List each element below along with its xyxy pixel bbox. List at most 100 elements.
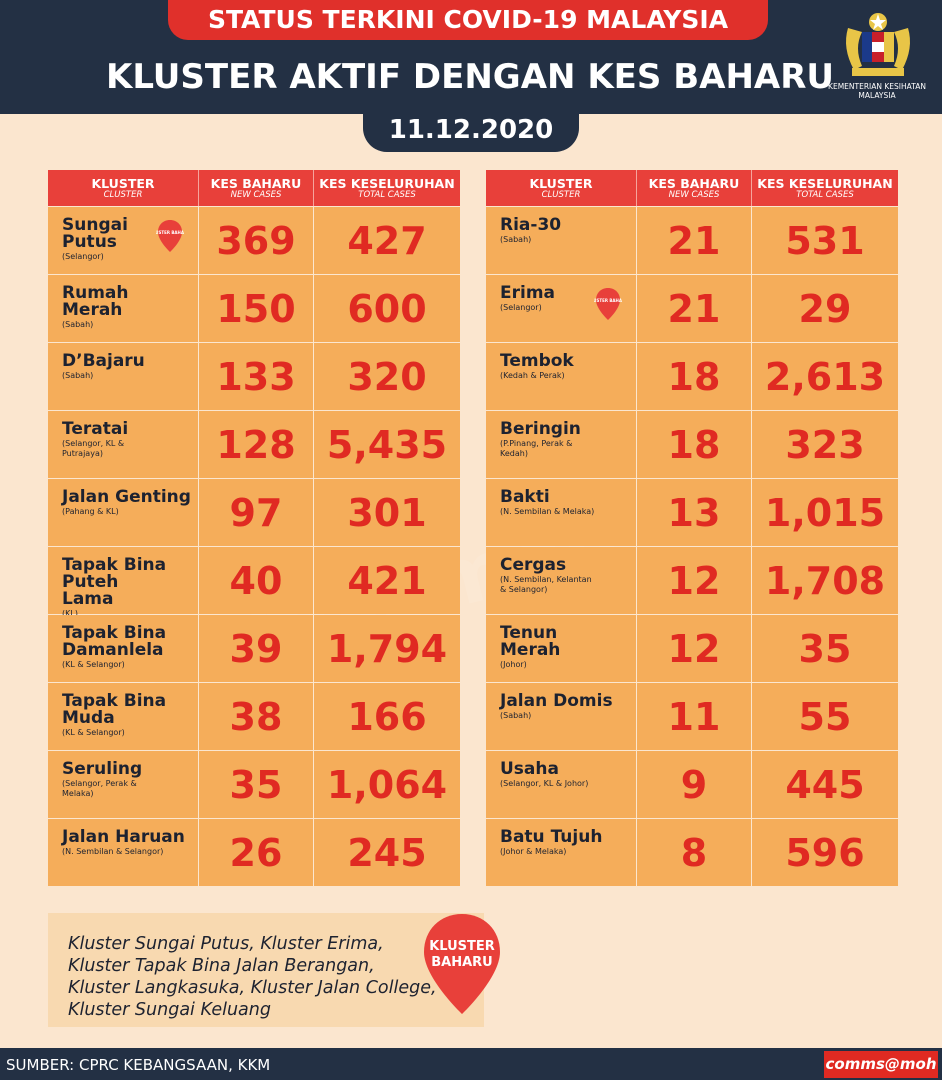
table-row: Beringin (P.Pinang, Perak & Kedah) 18 323 — [486, 411, 898, 478]
table-header: KLUSTER CLUSTER KES BAHARU NEW CASES KES… — [486, 170, 898, 206]
note-line: Kluster Tapak Bina Jalan Berangan, — [68, 956, 375, 976]
cluster-name: Beringin — [500, 419, 581, 439]
total-cases-cell: 35 — [752, 615, 898, 682]
new-cases-cell: 97 — [199, 479, 314, 546]
new-cases-value: 21 — [667, 218, 721, 263]
new-cases-value: 35 — [229, 762, 283, 807]
header-cluster: KLUSTER CLUSTER — [48, 170, 199, 206]
new-cases-cell: 21 — [637, 275, 752, 342]
total-cases-cell: 600 — [314, 275, 460, 342]
table-row: Tenun Merah (Johor) 12 35 — [486, 615, 898, 682]
total-cases-cell: 445 — [752, 751, 898, 818]
cluster-name: Tembok — [500, 351, 574, 371]
date-label: 11.12.2020 — [363, 110, 579, 152]
new-cases-cell: 11 — [637, 683, 752, 750]
table-row: Tapak Bina Puteh Lama (KL) 40 421 — [48, 547, 460, 618]
brand-badge: comms@moh — [824, 1051, 938, 1078]
new-cases-value: 128 — [216, 422, 296, 467]
total-cases-value: 1,015 — [764, 490, 886, 535]
new-cases-cell: 35 — [199, 751, 314, 818]
new-cases-cell: 38 — [199, 683, 314, 750]
cluster-cell: Rumah Merah (Sabah) — [48, 275, 199, 342]
new-cases-cell: 26 — [199, 819, 314, 886]
total-cases-value: 421 — [347, 558, 427, 603]
cluster-name: Erima — [500, 283, 556, 303]
footer-bar — [0, 1048, 942, 1080]
cluster-name: D’Bajaru — [62, 351, 145, 371]
cluster-cell: Tapak Bina Muda (KL & Selangor) — [48, 683, 199, 750]
table-row: Jalan Haruan (N. Sembilan & Selangor) 26 24… — [48, 819, 460, 886]
table-row: Teratai (Selangor, KL & Putrajaya) 128 5,43… — [48, 411, 460, 478]
cluster-name: Teratai — [62, 419, 129, 439]
cluster-name: Seruling — [62, 759, 143, 779]
new-cases-cell: 133 — [199, 343, 314, 410]
total-cases-value: 596 — [785, 830, 865, 875]
total-cases-value: 531 — [785, 218, 865, 263]
total-cases-value: 1,708 — [764, 558, 886, 603]
new-cases-cell: 18 — [637, 343, 752, 410]
cluster-cell: Sungai Putus(Selangor) KLUSTER BAHARU — [48, 207, 199, 274]
new-cases-cell: 150 — [199, 275, 314, 342]
table-row: Tembok (Kedah & Perak) 18 2,613 — [486, 343, 898, 410]
total-cases-cell: 5,435 — [314, 411, 460, 478]
new-cases-value: 150 — [216, 286, 296, 331]
cluster-name: Tapak Bina Muda — [62, 691, 167, 728]
cluster-cell: Jalan Genting (Pahang & KL) — [48, 479, 199, 546]
total-cases-cell: 29 — [752, 275, 898, 342]
total-cases-value: 445 — [785, 762, 865, 807]
new-cases-value: 21 — [667, 286, 721, 331]
new-cases-value: 133 — [216, 354, 296, 399]
cluster-name: Jalan Haruan — [62, 827, 185, 847]
cluster-cell: Tapak Bina Puteh Lama (KL) — [48, 547, 199, 618]
total-cases-value: 600 — [347, 286, 427, 331]
new-cases-value: 9 — [680, 762, 708, 807]
cluster-cell: Cergas (N. Sembilan, Kelantan & Selangor) — [486, 547, 637, 614]
cluster-cell: Bakti (N. Sembilan & Melaka) — [486, 479, 637, 546]
page-title: KLUSTER AKTIF DENGAN KES BAHARU — [106, 57, 834, 97]
pin-label: KLUSTER BAHARU — [156, 230, 184, 235]
header-new-cases: KES BAHARU NEW CASES — [637, 170, 752, 206]
new-cases-value: 97 — [229, 490, 283, 535]
cluster-name: Tapak Bina Puteh Lama — [62, 555, 167, 609]
total-cases-cell: 2,613 — [752, 343, 898, 410]
total-cases-cell: 166 — [314, 683, 460, 750]
table-row: Usaha (Selangor, KL & Johor) 9 445 — [486, 751, 898, 818]
table-row: Bakti (N. Sembilan & Melaka) 13 1,015 — [486, 479, 898, 546]
cluster-state: (N. Sembilan & Selangor) — [62, 847, 164, 856]
new-cluster-note: Kluster Sungai Putus, Kluster Erima, Klu… — [68, 933, 468, 1021]
cluster-state: (Selangor, KL & Johor) — [500, 779, 589, 788]
ministry-name: KEMENTERIAN KESIHATAN MALAYSIA — [828, 82, 926, 100]
cluster-cell: D’Bajaru (Sabah) — [48, 343, 199, 410]
new-cases-value: 12 — [667, 626, 721, 671]
cluster-cell: Batu Tujuh (Johor & Melaka) — [486, 819, 637, 886]
cluster-state: (Sabah) — [62, 320, 94, 329]
cluster-cell: Tembok (Kedah & Perak) — [486, 343, 637, 410]
total-cases-value: 323 — [785, 422, 865, 467]
table-row: Jalan Genting (Pahang & KL) 97 301 — [48, 479, 460, 546]
coat-of-arms-icon — [846, 13, 910, 76]
cluster-state: (Sabah) — [500, 711, 532, 720]
note-line: Kluster Sungai Keluang — [68, 1000, 271, 1020]
total-cases-cell: 421 — [314, 547, 460, 614]
table-row: Jalan Domis (Sabah) 11 55 — [486, 683, 898, 750]
total-cases-cell: 301 — [314, 479, 460, 546]
new-cases-value: 40 — [229, 558, 283, 603]
left-cluster-table: KLUSTER CLUSTER KES BAHARU NEW CASES KES… — [48, 170, 460, 886]
total-cases-cell: 1,064 — [314, 751, 460, 818]
table-row: Tapak Bina Muda (KL & Selangor) 38 166 — [48, 683, 460, 750]
total-cases-value: 1,064 — [326, 762, 448, 807]
cluster-cell: Erima(Selangor) KLUSTER BAHARU — [486, 275, 637, 342]
cluster-cell: Tapak Bina Damanlela (KL & Selangor) — [48, 615, 199, 682]
new-cases-cell: 39 — [199, 615, 314, 682]
cluster-state: (N. Sembilan & Melaka) — [500, 507, 595, 516]
new-cases-value: 11 — [667, 694, 721, 739]
cluster-state: (Pahang & KL) — [62, 507, 119, 516]
total-cases-value: 2,613 — [764, 354, 886, 399]
new-cases-value: 18 — [667, 354, 721, 399]
cluster-name: Tenun Merah — [500, 623, 561, 660]
total-cases-value: 166 — [347, 694, 427, 739]
note-line: Kluster Langkasuka, Kluster Jalan Colleg… — [68, 978, 437, 998]
new-cases-value: 18 — [667, 422, 721, 467]
cluster-state: (P.Pinang, Perak & Kedah) — [500, 439, 573, 458]
table-row: Tapak Bina Damanlela (KL & Selangor) 39 1,7… — [48, 615, 460, 682]
